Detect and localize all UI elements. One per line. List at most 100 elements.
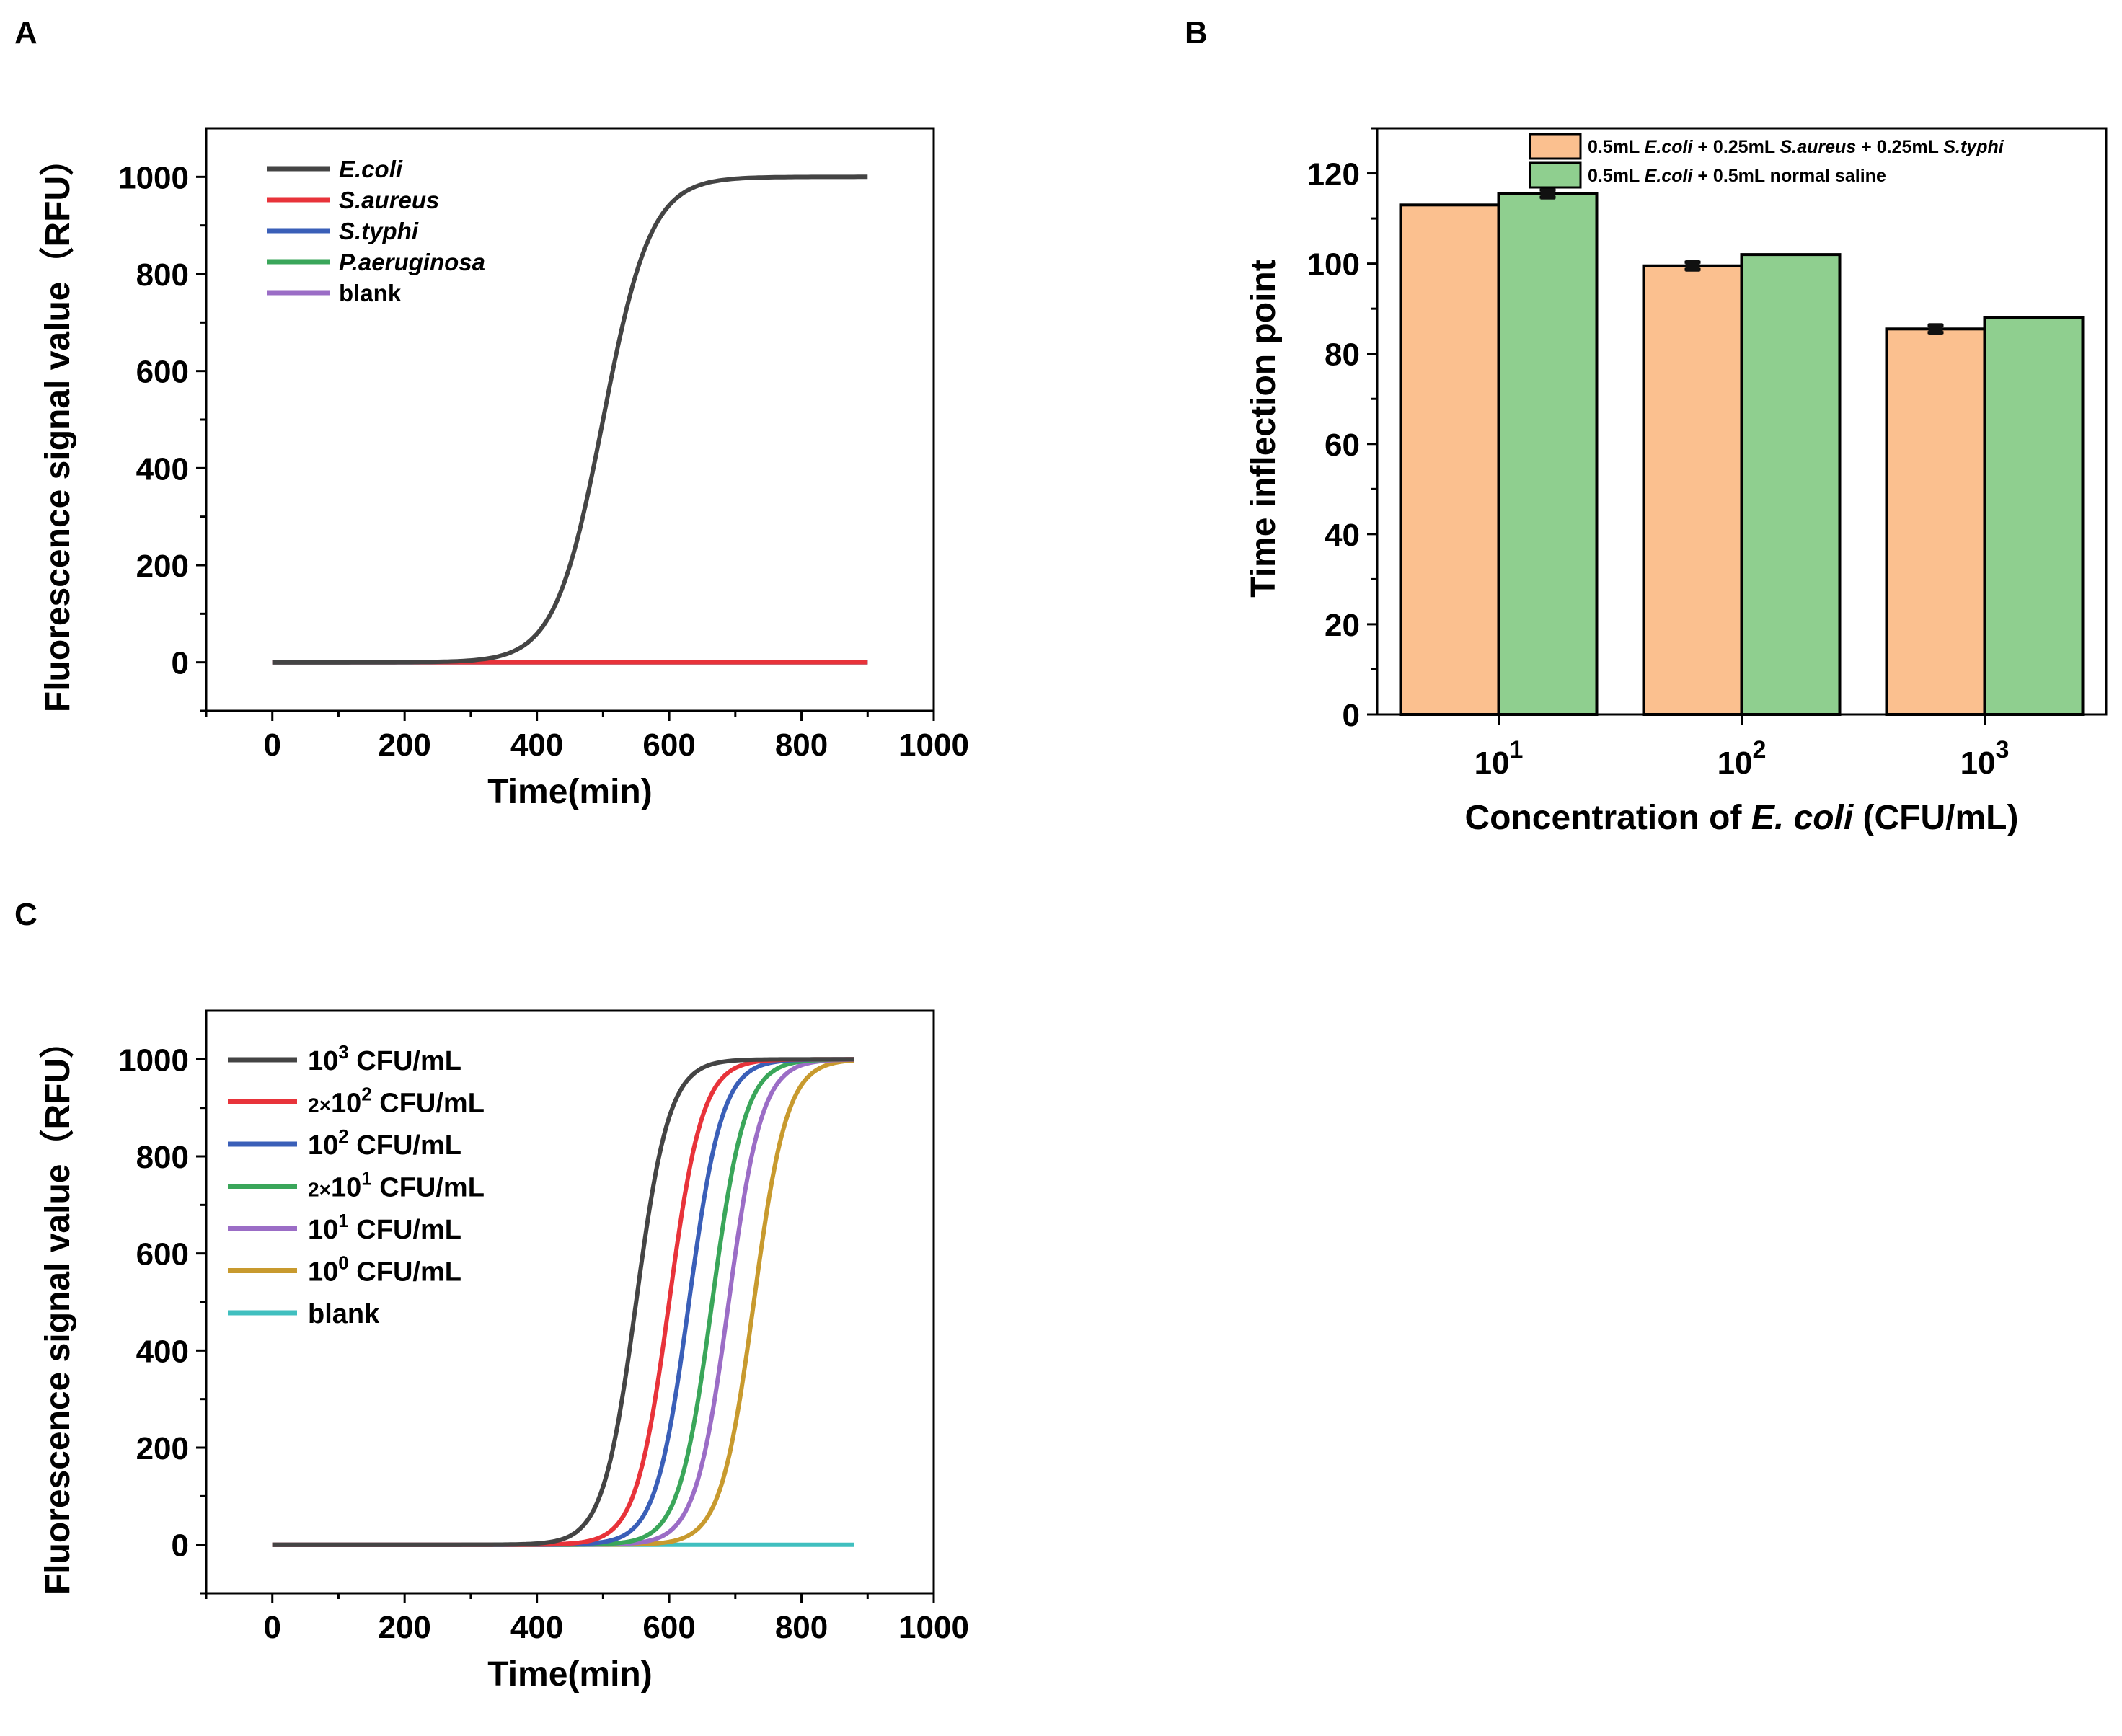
bar (1885, 327, 1986, 716)
series-line (272, 1057, 854, 1547)
x-tick-label: 1000 (898, 727, 969, 763)
plot-frame (1376, 127, 2108, 716)
bar (1399, 203, 1500, 717)
y-axis-title: Fluorescence signal value（RFU） (39, 1024, 77, 1595)
y-tick-label: 400 (136, 451, 189, 487)
panel-a: A 0 200 400 600 800 1000 0 200 400 600 800 1000 Time(… (14, 15, 969, 811)
tick-exponent: 1 (1510, 736, 1524, 763)
tick-base: 10 (1475, 745, 1510, 781)
legend-unit: CFU/mL (349, 1257, 461, 1288)
legend-label-text: S.typhi (339, 218, 419, 244)
x-tick-label: 400 (510, 727, 563, 763)
x-axis-title: Time(min) (487, 1655, 652, 1693)
legend-label: S.typhi (339, 218, 419, 244)
x-tick-label: 0 (263, 1610, 280, 1645)
legend-label-part: + 0.25mL (1856, 137, 1943, 157)
legend-label: E.coli (339, 156, 403, 182)
error-marker (1685, 260, 1700, 272)
legend-unit: CFU/mL (372, 1173, 485, 1203)
panel-label: B (1185, 15, 1208, 50)
legend-prefix: 2× (308, 1179, 331, 1201)
legend-exponent: 2 (361, 1084, 371, 1105)
legend-unit: CFU/mL (372, 1089, 485, 1119)
x-title-prefix: Concentration of (1465, 799, 1751, 837)
x-tick-label: 600 (642, 727, 695, 763)
panel-c: C 0 200 400 600 800 1000 0 200 400 600 800 1000 Time(… (14, 897, 969, 1693)
legend-label-part: + 0.25mL (1692, 137, 1780, 157)
legend-exponent: 2 (338, 1125, 348, 1147)
legend-unit: blank (308, 1299, 380, 1329)
x-tick-label: 0 (263, 727, 280, 763)
legend-label-text: P.aeruginosa (339, 249, 485, 275)
series-line-ecoli (272, 174, 868, 665)
plot-frame (205, 127, 935, 712)
legend-unit: CFU/mL (349, 1046, 461, 1076)
legend-swatch (1529, 133, 1582, 160)
bar (1642, 264, 1743, 716)
y-tick-label: 1000 (118, 160, 189, 195)
bar (1740, 253, 1842, 717)
y-tick-label: 800 (136, 1140, 189, 1175)
x-tick-label: 103 (1960, 736, 2010, 781)
x-axis-title: Concentration of E. coli (CFU/mL) (1465, 799, 2019, 837)
legend-unit: CFU/mL (349, 1215, 461, 1245)
y-tick-label: 60 (1325, 428, 1360, 463)
legend-unit: CFU/mL (349, 1130, 461, 1161)
tick-exponent: 3 (1996, 736, 2010, 763)
legend-base: 10 (331, 1173, 361, 1203)
y-tick-label: 200 (136, 549, 189, 584)
legend-label: 0.5mL E.coli + 0.25mL S.aureus + 0.25mL … (1588, 137, 2004, 157)
legend-label: 0.5mL E.coli + 0.5mL normal saline (1588, 166, 1886, 186)
x-tick-label: 101 (1475, 736, 1524, 781)
panel-label: C (14, 897, 37, 932)
x-title-suffix: (CFU/mL) (1853, 799, 2018, 837)
legend-label-part: E.coli (1645, 137, 1694, 157)
y-axis-title: Fluorescence signal value（RFU） (39, 141, 77, 712)
legend-label-part: 0.5mL (1588, 137, 1645, 157)
legend-exponent: 3 (338, 1041, 348, 1063)
legend-label-part: S.aureus (1780, 137, 1857, 157)
legend-base: 10 (308, 1257, 338, 1288)
legend-label: 2×102 CFU/mL (308, 1084, 485, 1119)
tick-exponent: 2 (1753, 736, 1767, 763)
y-tick-label: 0 (1343, 698, 1360, 733)
y-tick-label: 20 (1325, 608, 1360, 643)
x-tick-label: 400 (510, 1610, 563, 1645)
x-tick-label: 600 (642, 1610, 695, 1645)
legend-exponent: 1 (338, 1210, 348, 1231)
legend-exponent: 0 (338, 1252, 348, 1274)
x-tick-label: 800 (775, 727, 828, 763)
error-marker (1928, 323, 1943, 335)
x-tick-label: 1000 (898, 1610, 969, 1645)
legend-base: 10 (308, 1130, 338, 1161)
y-tick-label: 400 (136, 1334, 189, 1369)
y-tick-label: 0 (172, 646, 189, 681)
legend-label: 100 CFU/mL (308, 1252, 461, 1288)
legend-label: blank (308, 1299, 380, 1329)
legend-label-part: E.coli (1645, 166, 1694, 186)
y-tick-label: 40 (1325, 518, 1360, 553)
tick-base: 10 (1718, 745, 1753, 781)
legend-label: 102 CFU/mL (308, 1125, 461, 1161)
y-axis-title: Time inflection point (1245, 260, 1283, 597)
legend-swatch (1529, 161, 1582, 189)
legend-base: 10 (308, 1046, 338, 1076)
panel-label: A (14, 15, 37, 50)
bar (1497, 192, 1599, 716)
tick-base: 10 (1960, 745, 1996, 781)
bar (1983, 316, 2085, 716)
x-tick-label: 200 (378, 1610, 430, 1645)
y-tick-label: 1000 (118, 1042, 189, 1078)
y-tick-label: 600 (136, 355, 189, 390)
y-tick-label: 200 (136, 1431, 189, 1466)
y-tick-label: 600 (136, 1237, 189, 1272)
legend-prefix: 2× (308, 1094, 331, 1117)
error-marker (1540, 187, 1555, 200)
legend-label: 101 CFU/mL (308, 1210, 461, 1245)
y-tick-label: 80 (1325, 337, 1360, 373)
legend-label-text: E.coli (339, 156, 403, 182)
legend-label: 2×101 CFU/mL (308, 1168, 485, 1203)
legend-label: P.aeruginosa (339, 249, 485, 275)
